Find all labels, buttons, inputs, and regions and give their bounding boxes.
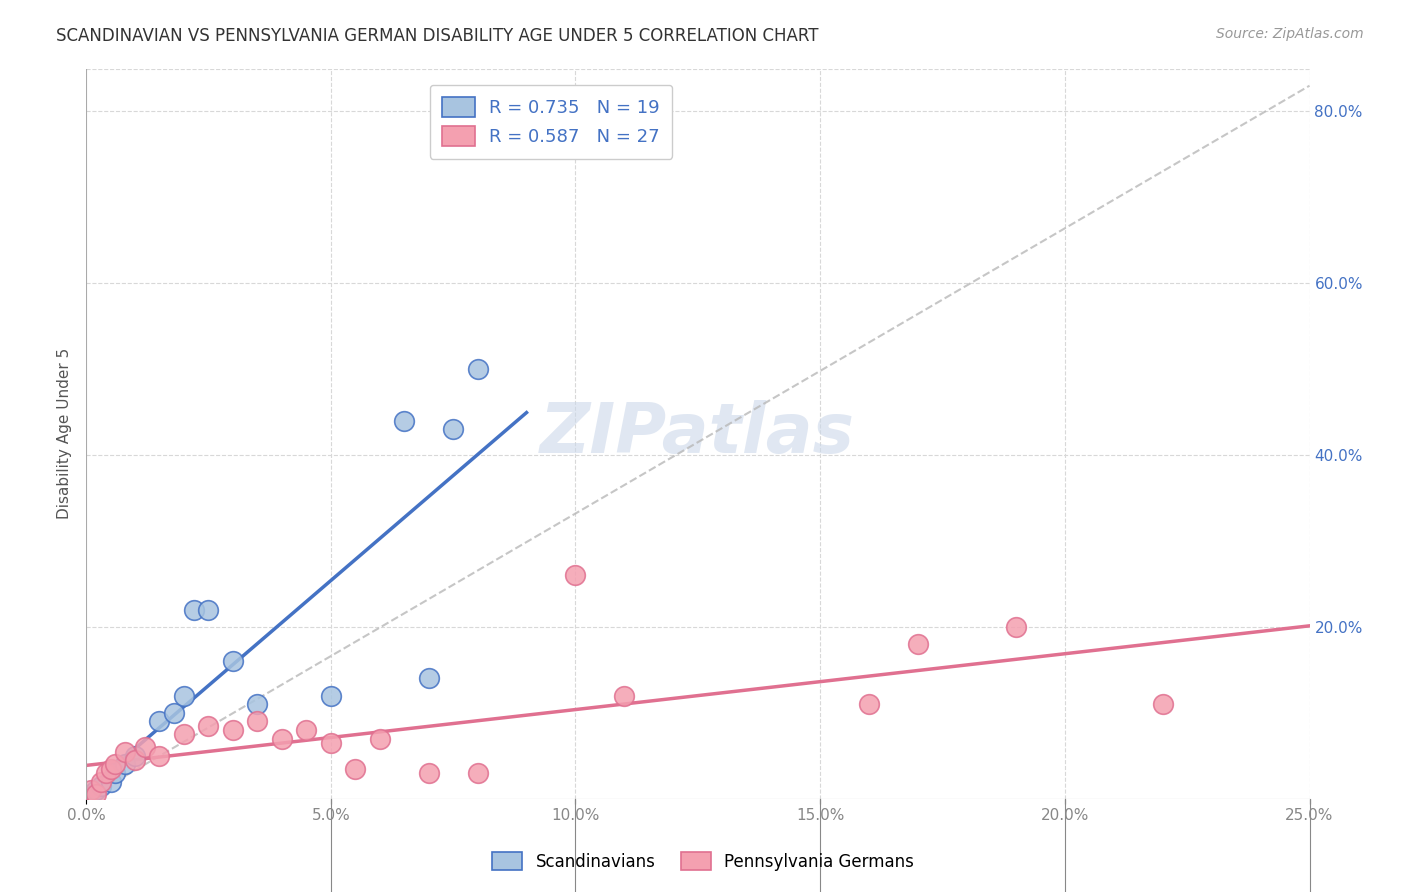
Point [467, 766, 489, 780]
Legend: R = 0.735   N = 19, R = 0.587   N = 27: R = 0.735 N = 19, R = 0.587 N = 27 [430, 85, 672, 159]
Point [100, 774, 122, 789]
Point [124, 748, 146, 763]
Point [222, 723, 245, 737]
Point [467, 362, 489, 376]
Text: ZIPatlas: ZIPatlas [540, 401, 855, 467]
Point [80, 783, 103, 797]
Point [114, 744, 136, 758]
Point [197, 719, 219, 733]
Point [104, 757, 127, 772]
Legend: Scandinavians, Pennsylvania Germans: Scandinavians, Pennsylvania Germans [484, 844, 922, 880]
Point [344, 762, 367, 776]
Point [100, 762, 122, 776]
Point [148, 714, 170, 729]
Point [319, 689, 342, 703]
Point [104, 766, 127, 780]
Point [418, 766, 440, 780]
Y-axis label: Disability Age Under 5: Disability Age Under 5 [58, 348, 72, 519]
Point [613, 689, 636, 703]
Point [319, 736, 342, 750]
Point [84, 783, 107, 797]
Point [173, 689, 195, 703]
Point [84, 788, 107, 802]
Point [1152, 698, 1174, 712]
Point [246, 698, 269, 712]
Text: SCANDINAVIAN VS PENNSYLVANIA GERMAN DISABILITY AGE UNDER 5 CORRELATION CHART: SCANDINAVIAN VS PENNSYLVANIA GERMAN DISA… [56, 27, 818, 45]
Point [114, 757, 136, 772]
Point [163, 706, 186, 720]
Point [907, 637, 929, 651]
Point [222, 654, 245, 668]
Point [441, 422, 464, 436]
Point [858, 698, 880, 712]
Point [134, 740, 156, 755]
Point [148, 748, 170, 763]
Point [564, 568, 586, 582]
Point [173, 727, 195, 741]
Point [197, 603, 219, 617]
Point [80, 788, 103, 802]
Point [418, 672, 440, 686]
Point [124, 753, 146, 767]
Point [1005, 620, 1028, 634]
Point [392, 414, 415, 428]
Point [368, 731, 391, 746]
Point [90, 779, 112, 793]
Point [183, 603, 205, 617]
Point [94, 766, 117, 780]
Point [270, 731, 292, 746]
Text: Source: ZipAtlas.com: Source: ZipAtlas.com [1216, 27, 1364, 41]
Point [295, 723, 318, 737]
Point [90, 774, 112, 789]
Point [246, 714, 269, 729]
